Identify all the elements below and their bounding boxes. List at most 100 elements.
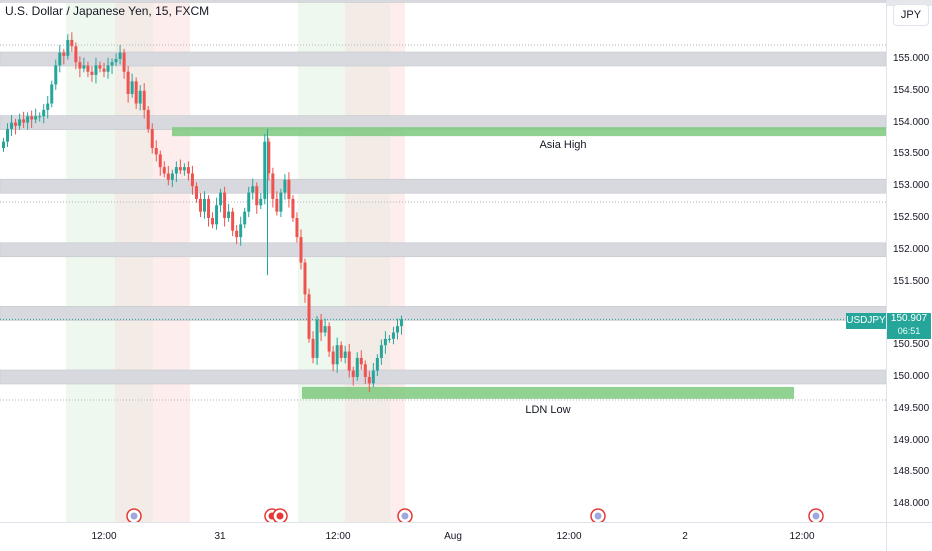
candle-body <box>130 81 134 94</box>
candle-body <box>82 65 86 69</box>
candle-body <box>150 128 154 149</box>
us-flag-event-icon[interactable] <box>808 508 824 524</box>
session-bg <box>298 0 345 522</box>
candle-body <box>219 192 223 206</box>
session-bg <box>390 0 405 522</box>
last-price-tag: 150.907 06:51 <box>887 313 931 339</box>
candle-body <box>211 218 215 225</box>
candle-body <box>231 211 235 231</box>
candle-body <box>46 103 50 110</box>
asia-high-zone <box>172 127 886 137</box>
sr-band <box>0 242 887 258</box>
candle-body <box>315 319 319 358</box>
candle-body <box>146 109 150 129</box>
candle-body <box>311 338 315 358</box>
us-flag-event-icon[interactable] <box>397 508 413 524</box>
symbol-title[interactable]: U.S. Dollar / Japanese Yen, 15, FXCM <box>5 4 210 18</box>
price-tick-label: 149.500 <box>893 402 930 414</box>
candle-body <box>166 173 170 180</box>
candle-body <box>247 192 251 212</box>
candle-body <box>106 65 110 72</box>
candle-body <box>170 173 174 180</box>
event-marker-icon[interactable] <box>272 508 288 524</box>
candle-body <box>14 122 18 126</box>
candle-body <box>363 364 367 377</box>
candle-body <box>142 90 146 110</box>
candle-body <box>323 326 327 333</box>
us-flag-event-icon[interactable] <box>126 508 142 524</box>
candle-body <box>86 65 90 72</box>
session-bg <box>345 0 390 522</box>
candle-body <box>331 351 335 365</box>
candle-body <box>26 116 30 123</box>
candle-body <box>371 370 375 384</box>
candle-body <box>74 46 78 63</box>
time-axis[interactable]: 12:00 31 12:00 Aug 12:00 2 12:00 <box>0 522 886 551</box>
candle-body <box>62 52 66 56</box>
candle-body <box>186 167 190 174</box>
last-price-value: 150.907 <box>890 313 928 324</box>
session-bg <box>153 0 190 522</box>
candle-body <box>34 116 38 120</box>
candle-body <box>351 370 355 377</box>
currency-button[interactable]: JPY <box>893 4 929 26</box>
candle-body <box>307 294 311 339</box>
candle-body <box>383 338 387 346</box>
candle-body <box>227 211 231 218</box>
candle-body <box>134 81 138 104</box>
price-tick-label: 149.000 <box>893 434 930 446</box>
candle-body <box>327 326 331 352</box>
price-tick-label: 148.000 <box>893 498 930 510</box>
candle-body <box>22 119 26 123</box>
candle-body <box>207 198 211 218</box>
time-tick-label: 12:00 <box>325 531 351 542</box>
price-tick-label: 151.500 <box>893 275 930 287</box>
price-tick-label: 150.500 <box>893 339 930 351</box>
candle-body <box>379 345 383 358</box>
candle-body <box>259 198 263 206</box>
us-flag-event-icon[interactable] <box>590 508 606 524</box>
candle-body <box>271 173 275 199</box>
time-tick-label: 31 <box>214 531 226 542</box>
candle-body <box>243 211 247 225</box>
candle-body <box>359 357 363 365</box>
candle-body <box>174 167 178 174</box>
candle-body <box>395 326 399 333</box>
sr-band <box>0 0 887 3</box>
candle-body <box>50 84 54 104</box>
price-tick-label: 153.500 <box>893 148 930 160</box>
axis-corner <box>886 522 932 551</box>
candle-body <box>158 154 162 168</box>
candle-body <box>102 68 106 72</box>
candle-body <box>154 148 158 155</box>
sr-band <box>0 178 887 194</box>
candle-body <box>303 262 307 295</box>
candle-body <box>251 186 255 193</box>
candle-body <box>235 230 239 238</box>
candle-body <box>190 173 194 187</box>
price-axis[interactable]: 155.000 154.500 154.000 153.500 153.000 152.5… <box>886 0 932 522</box>
candle-body <box>66 39 70 56</box>
candle-body <box>94 65 98 75</box>
top-band-cover <box>887 0 932 6</box>
candle-body <box>283 179 287 193</box>
chart-canvas[interactable] <box>0 0 887 524</box>
ldn-low-label: LDN Low <box>525 404 571 416</box>
time-tick-label: Aug <box>444 531 462 542</box>
candle-body <box>194 186 198 199</box>
candle-body <box>215 205 219 225</box>
chart-pane[interactable]: U.S. Dollar / Japanese Yen, 15, FXCM Asi… <box>0 0 887 524</box>
candle-body <box>98 65 102 69</box>
price-tick-label: 152.000 <box>893 243 930 255</box>
candle-body <box>10 122 14 129</box>
price-tick-label: 155.000 <box>893 53 930 64</box>
price-tick-label: 154.000 <box>893 116 930 128</box>
candle-body <box>78 62 82 69</box>
candle-body <box>375 357 379 371</box>
candle-body <box>355 357 359 377</box>
candle-body <box>54 65 58 85</box>
time-tick-label: 12:00 <box>91 531 117 542</box>
sr-band <box>0 306 887 321</box>
symbol-badge: USDJPY <box>846 313 886 329</box>
candle-body <box>110 62 114 66</box>
